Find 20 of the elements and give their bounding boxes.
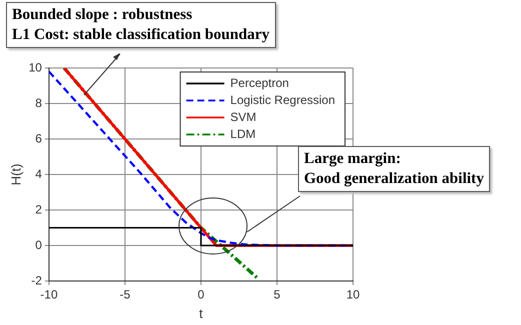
legend-label: LDM: [230, 126, 256, 141]
y-tick-label: 4: [35, 166, 42, 181]
x-tick-label: 10: [346, 288, 360, 302]
legend-label: Perceptron: [230, 76, 289, 90]
y-tick-label: 6: [35, 131, 42, 146]
y-tick-label: 0: [35, 238, 42, 252]
y-tick-label: 2: [35, 202, 42, 216]
legend-label: Logistic Regression: [230, 92, 335, 107]
x-tick-label: 0: [198, 288, 205, 302]
y-tick-label: 10: [28, 60, 42, 74]
y-tick-label: 8: [35, 96, 42, 110]
x-tick-label: -5: [120, 288, 131, 302]
x-axis-title: t: [199, 306, 204, 321]
x-tick-label: -10: [40, 288, 58, 302]
text: Bounded slope : robustness L1 Cost: stable classification boundary: [6, 2, 276, 48]
annotation: Large margin: Good generalization ability: [298, 146, 490, 192]
x-tick-label: 5: [274, 288, 281, 302]
y-axis-title: H(t): [8, 164, 24, 186]
y-tick-label: -2: [31, 273, 42, 288]
legend-label: SVM: [230, 110, 256, 124]
